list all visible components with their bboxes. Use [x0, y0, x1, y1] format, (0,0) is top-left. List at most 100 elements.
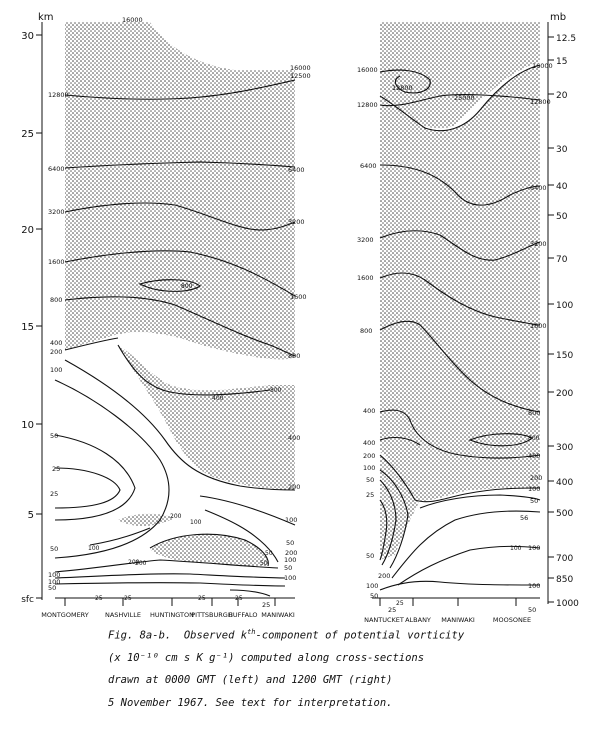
left-contour [64, 250, 296, 297]
inner-label: 12800 [392, 84, 413, 92]
left-edge-label: 3200 [357, 236, 374, 244]
right-edge-label: 50 [530, 497, 538, 505]
station-label: MONTGOMERY [41, 611, 89, 619]
mb-tick-label: 50 [556, 212, 568, 222]
right-edge-label: 100 [285, 516, 297, 524]
inner-label: 800 [270, 387, 282, 394]
station-label: NANTUCKET [364, 616, 404, 624]
mb-axis-unit: mb [550, 12, 566, 23]
km-tick-label: 20 [21, 225, 34, 236]
station-label: BUFFALO [228, 611, 257, 619]
left-contour [64, 337, 119, 351]
km-axis-ticks: 30 25 20 15 10 5 sfc [21, 31, 42, 605]
inner-label: 400 [212, 395, 224, 402]
left-contour [199, 495, 296, 526]
mb-tick-label: 200 [556, 389, 573, 399]
right-contour [379, 272, 541, 326]
right-stipple-main [380, 65, 540, 502]
left-edge-label: 1600 [357, 274, 374, 282]
left-edge-label: 400 [363, 407, 375, 415]
mb-tick-label: 12.5 [556, 34, 576, 44]
left-edge-label: 50 [370, 592, 378, 600]
inner-label: 25000 [454, 94, 475, 102]
left-contour [89, 527, 151, 546]
right-edge-label: 3200 [288, 218, 305, 226]
mb-tick-label: 100 [556, 301, 573, 311]
inner-label: 25 [124, 595, 132, 602]
left-contour [54, 379, 170, 559]
left-edge-label: 25 [366, 491, 374, 499]
left-edge-label: 50 [50, 432, 58, 440]
left-edge-label: 12800 [48, 91, 69, 99]
right-edge-label: 12500 [290, 72, 311, 80]
right-contour [391, 510, 541, 579]
left-edge-label: 200 [363, 452, 375, 460]
left-top-label: 16000 [122, 16, 143, 24]
left-edge-label: 800 [360, 327, 372, 335]
right-contour [419, 494, 541, 509]
right-contour [379, 94, 541, 107]
right-contour [379, 499, 388, 561]
left-edge-label: 800 [50, 296, 62, 304]
left-edge-label: 25 [50, 490, 58, 498]
right-contour [379, 469, 409, 569]
station-label: MANIWAKI [441, 616, 475, 624]
right-edge-label: 400 [288, 434, 300, 442]
caption-superscript: th [247, 628, 256, 636]
right-edge-label: 6400 [288, 166, 305, 174]
km-tick-label: sfc [21, 595, 34, 605]
right-contour [379, 230, 541, 261]
right-edge-label: 50 [528, 606, 536, 614]
mb-tick-label: 400 [556, 478, 573, 488]
mb-tick-label: 300 [556, 443, 573, 453]
right-contour [379, 409, 541, 459]
left-edge-label: 100 [50, 366, 62, 374]
inner-label: 800 [528, 435, 540, 442]
station-label: ALBANY [405, 616, 431, 624]
right-contour [468, 433, 533, 447]
left-edge-label: 400 [363, 439, 375, 447]
inner-label: 25 [95, 595, 103, 602]
right-stipple-upper [380, 22, 540, 129]
left-contour [54, 582, 286, 587]
inner-label: 25 [396, 600, 404, 607]
right-edge-label: 1600 [290, 293, 307, 301]
right-edge-label: 800 [528, 409, 540, 417]
right-edge-label: 16000 [532, 62, 553, 70]
left-edge-label: 6400 [48, 165, 65, 173]
left-contour [229, 589, 271, 597]
right-contour [379, 580, 541, 591]
left-edge-label: 6400 [360, 162, 377, 170]
right-edge-label: 50 [284, 564, 292, 572]
km-tick-label: 15 [21, 322, 34, 333]
left-edge-label: 25 [52, 465, 60, 473]
left-edge-label: 100 [48, 578, 60, 586]
mb-tick-label: 500 [556, 509, 573, 519]
right-contour [397, 545, 541, 586]
left-edge-label: 50 [50, 545, 58, 553]
left-contour [117, 344, 271, 396]
km-axis-unit: km [38, 12, 54, 23]
right-edge-label: 100 [284, 556, 296, 564]
caption-line-1: Fig. 8a-b. Observed kth-component of pot… [108, 628, 464, 642]
left-edge-label: 200 [378, 572, 390, 580]
left-contour [64, 359, 296, 491]
right-edge-label: 1600 [530, 322, 547, 330]
cross-section-figure: km 30 25 20 15 10 5 sfc [21, 12, 579, 624]
right-edge-label: 100 [528, 485, 540, 493]
caption-line-2: (x 10⁻¹⁰ cm s K g⁻¹) computed along cros… [108, 652, 425, 664]
left-edge-label: 12800 [357, 101, 378, 109]
km-tick-label: 25 [21, 129, 34, 140]
left-contour [138, 279, 201, 292]
inner-label: 25 [198, 595, 206, 602]
right-edge-label: 16000 [290, 64, 311, 72]
right-contour [379, 454, 541, 503]
left-contour [54, 573, 286, 579]
right-contour [379, 479, 397, 566]
inner-label: 200 [170, 513, 182, 520]
inner-label: 100 [88, 545, 100, 552]
caption-suffix: -component of potential vorticity [255, 629, 465, 642]
station-label: PITTSBURGH [191, 611, 233, 619]
right-cross-section: 12800 25000 16000 12800 6400 3200 1600 8… [357, 22, 553, 624]
left-stipple-lower [150, 534, 269, 566]
